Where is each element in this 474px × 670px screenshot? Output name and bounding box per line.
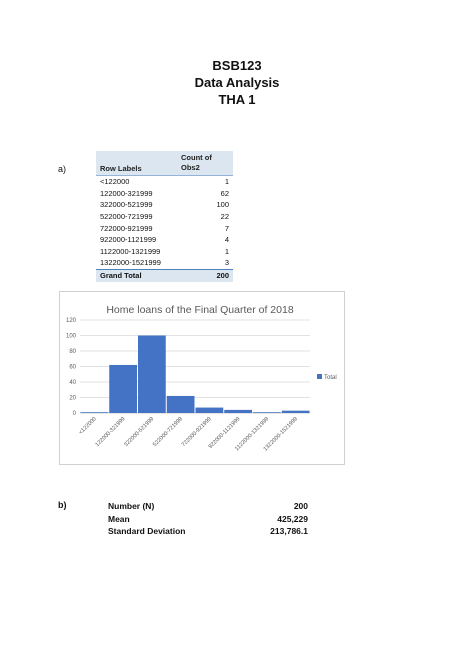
grand-total-label: Grand Total <box>100 271 142 281</box>
row-count: 1 <box>224 246 229 256</box>
row-label: 922000-1121999 <box>100 235 157 245</box>
count-header: Count of Obs2 <box>177 151 233 175</box>
histogram-bar <box>281 410 310 413</box>
row-label: 522000-721999 <box>100 212 153 222</box>
x-tick-label: 722000-921999 <box>181 416 213 448</box>
table-row: <122000 1 <box>96 176 233 188</box>
table-row: 1322000-1521999 3 <box>96 257 233 269</box>
chart-svg: Home loans of the Final Quarter of 2018 … <box>66 304 337 453</box>
table-row: 722000-921999 7 <box>96 222 233 234</box>
row-count: 1 <box>224 177 229 187</box>
document-title-block: BSB123 Data Analysis THA 1 <box>0 57 474 108</box>
row-labels-header: Row Labels <box>100 164 142 173</box>
row-label: 1122000-1321999 <box>100 246 161 256</box>
legend-swatch <box>317 374 322 379</box>
histogram-bar <box>138 335 166 413</box>
stat-row: Number (N) 200 <box>108 500 308 513</box>
y-tick-label: 120 <box>66 318 77 324</box>
stat-value: 425,229 <box>277 513 308 524</box>
row-count: 4 <box>224 235 229 245</box>
row-label: 122000-321999 <box>100 188 153 198</box>
part-b-label: b) <box>58 500 67 510</box>
histogram-bar <box>253 412 281 413</box>
stat-label: Number (N) <box>108 501 155 512</box>
histogram-bar <box>195 407 224 413</box>
x-tick-label: 522000-721999 <box>152 416 184 448</box>
table-row: 122000-321999 62 <box>96 188 233 200</box>
summary-statistics: Number (N) 200 Mean 425,229 Standard Dev… <box>108 500 308 538</box>
y-tick-label: 0 <box>73 411 77 417</box>
x-axis-ticks: <122000122000-321999322000-521999522000-… <box>78 416 299 452</box>
count-header-line1: Count of <box>181 153 212 162</box>
legend: Total <box>317 374 337 381</box>
row-count: 3 <box>224 258 229 268</box>
row-count: 7 <box>224 223 229 233</box>
row-label: <122000 <box>100 177 130 187</box>
grand-total-row: Grand Total 200 <box>96 268 233 282</box>
legend-label: Total <box>324 375 337 381</box>
histogram-bar <box>109 364 137 413</box>
histogram-bar <box>166 395 195 413</box>
y-tick-label: 60 <box>69 365 76 371</box>
row-count: 22 <box>220 212 229 222</box>
bars <box>80 335 310 413</box>
assignment-name: THA 1 <box>218 92 256 107</box>
stat-value: 200 <box>293 501 308 512</box>
row-count: 100 <box>216 200 229 210</box>
stat-row: Mean 425,229 <box>108 513 308 526</box>
x-tick-label: 122000-321999 <box>95 416 127 448</box>
histogram-chart: Home loans of the Final Quarter of 2018 … <box>59 291 345 465</box>
x-tick-label: <122000 <box>78 416 98 436</box>
row-label: 322000-521999 <box>100 200 153 210</box>
count-header-line2: Obs2 <box>181 163 200 172</box>
stat-label: Mean <box>108 513 130 524</box>
histogram-bar <box>80 412 109 413</box>
document-subtitle: Data Analysis <box>194 75 280 90</box>
y-tick-label: 40 <box>69 380 76 386</box>
part-a-label: a) <box>58 164 67 174</box>
y-tick-label: 80 <box>69 349 76 355</box>
course-code: BSB123 <box>212 58 262 73</box>
histogram-bar <box>224 409 252 413</box>
pivot-table: Row Labels Count of Obs2 <122000 1 12200… <box>96 151 233 282</box>
y-tick-label: 100 <box>66 334 77 340</box>
row-label: 1322000-1521999 <box>100 258 161 268</box>
pivot-header: Row Labels Count of Obs2 <box>96 151 233 176</box>
row-label: 722000-921999 <box>100 223 153 233</box>
y-axis-ticks: 0 20 40 60 80 100 120 <box>66 318 77 417</box>
row-count: 62 <box>220 188 229 198</box>
table-row: 1122000-1321999 1 <box>96 246 233 258</box>
table-row: 322000-521999 100 <box>96 199 233 211</box>
grand-total-count: 200 <box>216 271 229 281</box>
table-row: 522000-721999 22 <box>96 211 233 223</box>
stat-value: 213,786.1 <box>270 526 308 537</box>
y-tick-label: 20 <box>69 396 76 402</box>
stat-row: Standard Deviation 213,786.1 <box>108 525 308 538</box>
x-tick-label: 322000-521999 <box>123 416 155 448</box>
table-row: 922000-1121999 4 <box>96 234 233 246</box>
stat-label: Standard Deviation <box>108 526 186 537</box>
chart-title: Home loans of the Final Quarter of 2018 <box>106 304 294 316</box>
